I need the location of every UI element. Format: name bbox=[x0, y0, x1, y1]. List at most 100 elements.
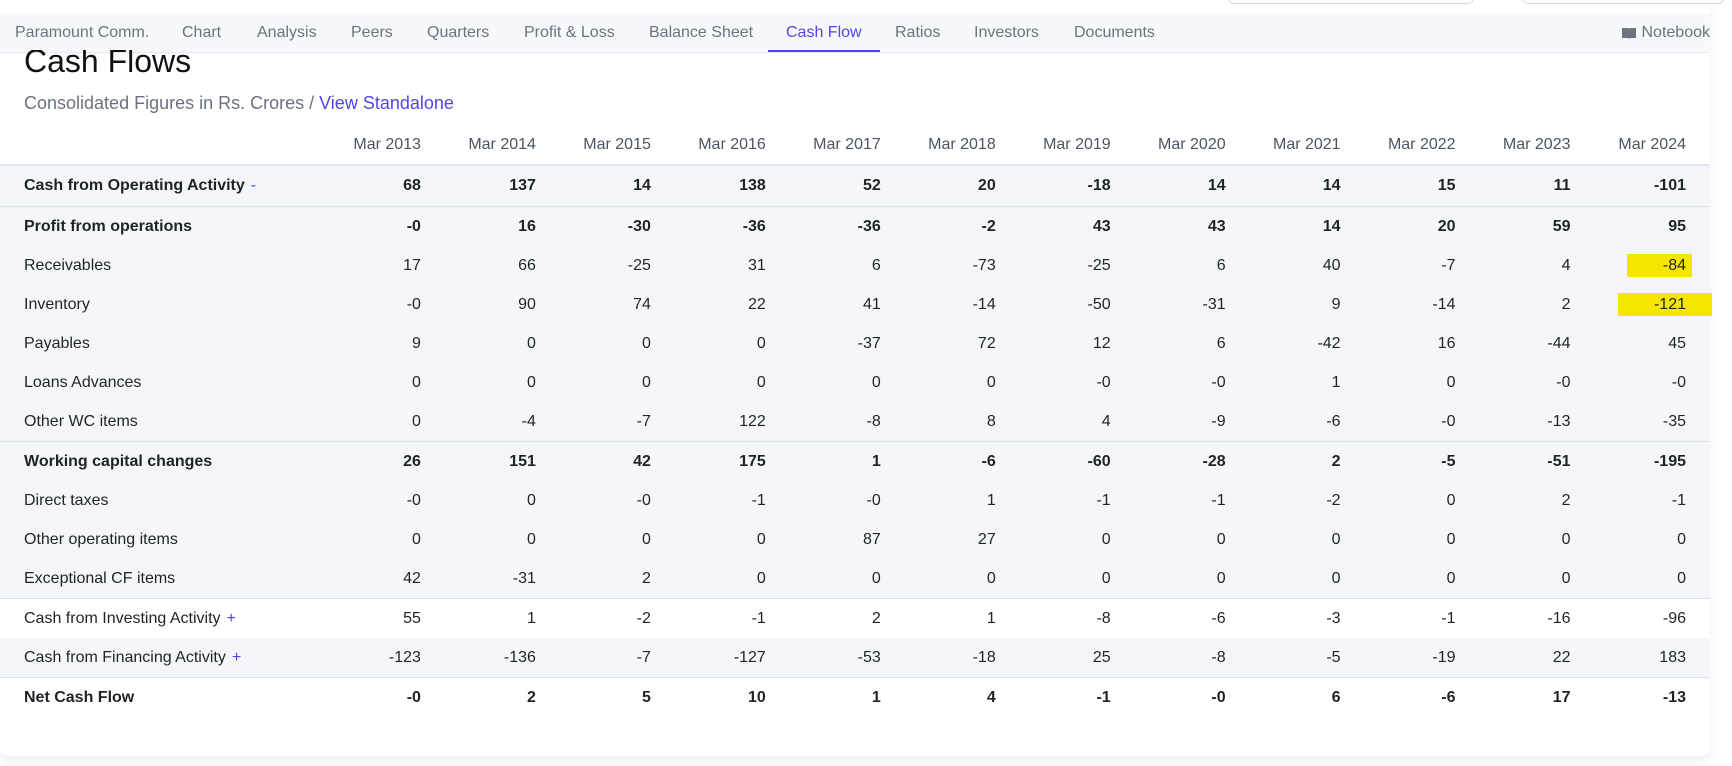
cell-value: 16 bbox=[1437, 334, 1456, 352]
table-cell: 9 bbox=[1249, 285, 1365, 324]
year-header: Mar 2019 bbox=[1019, 126, 1135, 166]
cell-value: 1 bbox=[871, 689, 881, 706]
cell-value: 59 bbox=[1552, 217, 1571, 235]
table-cell: -2 bbox=[559, 598, 675, 638]
cell-value: 137 bbox=[509, 177, 536, 194]
table-cell: 0 bbox=[1364, 520, 1480, 559]
label-column-header bbox=[0, 126, 330, 166]
cell-value: -0 bbox=[406, 295, 421, 313]
table-cell: 16 bbox=[1364, 324, 1480, 363]
year-header: Mar 2017 bbox=[789, 126, 905, 166]
table-cell: 175 bbox=[674, 441, 790, 481]
table-cell: -51 bbox=[1479, 441, 1595, 481]
cell-value: -42 bbox=[1317, 334, 1341, 352]
tab-analysis[interactable]: Analysis bbox=[257, 24, 317, 41]
year-header: Mar 2018 bbox=[904, 126, 1020, 166]
table-cell: -5 bbox=[1364, 441, 1480, 481]
table-row: Other WC items 0 -4 -7 122 -8 8 4 -9 -6 -0 -13 -35 bbox=[0, 402, 1710, 442]
tab-profit-loss[interactable]: Profit & Loss bbox=[524, 24, 615, 41]
cell-value: -195 bbox=[1653, 452, 1686, 470]
table-cell: 14 bbox=[559, 165, 675, 207]
table-cell: 0 bbox=[789, 363, 905, 402]
table-cell: 42 bbox=[330, 559, 445, 599]
cell-value: 9 bbox=[412, 334, 421, 352]
table-row: Working capital changes 26 151 42 175 1 -6 -60 -… bbox=[0, 441, 1710, 481]
cell-value: 1 bbox=[986, 491, 996, 509]
table-cell: 0 bbox=[789, 559, 905, 599]
tab-investors[interactable]: Investors bbox=[974, 24, 1039, 41]
cell-value: 0 bbox=[1677, 569, 1686, 587]
cell-value: 0 bbox=[527, 491, 536, 509]
cell-value: -31 bbox=[1202, 295, 1226, 313]
row-label-text: Cash from Financing Activity bbox=[24, 648, 226, 666]
expand-toggle[interactable]: + bbox=[226, 609, 236, 627]
table-cell: -13 bbox=[1594, 677, 1710, 718]
tab-company[interactable]: Paramount Comm. bbox=[15, 24, 150, 41]
table-cell: 0 bbox=[1364, 363, 1480, 402]
table-cell: -1 bbox=[1134, 481, 1250, 520]
table-cell: -1 bbox=[1019, 481, 1135, 520]
cell-value: -0 bbox=[1096, 373, 1111, 391]
table-cell: -3 bbox=[1249, 598, 1365, 638]
tab-quarters[interactable]: Quarters bbox=[427, 24, 490, 41]
tab-cash-flow[interactable]: Cash Flow bbox=[768, 14, 880, 52]
row-label-text: Working capital changes bbox=[24, 452, 213, 470]
table-cell: 14 bbox=[1249, 206, 1365, 246]
table-row: Net Cash Flow -0 2 5 10 1 4 -1 -0 6 -6 17 -13 bbox=[0, 677, 1710, 718]
row-label: Exceptional CF items bbox=[0, 559, 330, 599]
view-standalone-link[interactable]: View Standalone bbox=[319, 93, 454, 113]
cell-value: 43 bbox=[1092, 217, 1111, 235]
table-cell: -60 bbox=[1019, 441, 1135, 481]
table-cell: 87 bbox=[789, 520, 905, 559]
table-cell: -36 bbox=[789, 206, 905, 246]
cell-value: 2 bbox=[527, 689, 536, 706]
cell-value: -5 bbox=[1326, 648, 1341, 666]
cell-value: -18 bbox=[1087, 177, 1111, 194]
tab-chart[interactable]: Chart bbox=[182, 24, 222, 41]
cell-value: 1 bbox=[871, 452, 881, 470]
table-cell: -31 bbox=[444, 559, 560, 599]
cell-value: 0 bbox=[412, 530, 421, 548]
tab-balance-sheet[interactable]: Balance Sheet bbox=[649, 24, 754, 41]
table-cell: 2 bbox=[1479, 285, 1595, 324]
table-cell: 5 bbox=[559, 677, 675, 718]
table-cell: 0 bbox=[330, 520, 445, 559]
table-row[interactable]: Cash from Operating Activity - 68 137 14 138 5… bbox=[0, 165, 1710, 207]
table-cell: 0 bbox=[674, 520, 790, 559]
table-cell: 15 bbox=[1364, 165, 1480, 207]
cell-value: 0 bbox=[1216, 569, 1226, 587]
year-header: Mar 2023 bbox=[1479, 126, 1595, 166]
year-header: Mar 2016 bbox=[674, 126, 790, 166]
table-cell: 0 bbox=[674, 363, 790, 402]
row-label: Loans Advances bbox=[0, 363, 330, 402]
collapse-toggle[interactable]: - bbox=[250, 177, 257, 194]
cell-value: -1 bbox=[1096, 689, 1111, 706]
table-cell: -73 bbox=[904, 246, 1020, 285]
table-cell: 11 bbox=[1479, 165, 1595, 207]
table-row[interactable]: Cash from Financing Activity + -123 -136 -7 -… bbox=[0, 638, 1710, 678]
cell-value: 52 bbox=[862, 177, 881, 194]
cell-value: 14 bbox=[1322, 217, 1341, 235]
tab-documents[interactable]: Documents bbox=[1074, 24, 1155, 41]
cell-value: -8 bbox=[1211, 648, 1226, 666]
notebook-button[interactable]: Notebook bbox=[1621, 14, 1710, 52]
table-cell: -0 bbox=[330, 206, 445, 246]
cell-value: 0 bbox=[527, 334, 536, 352]
cell-value: 66 bbox=[518, 256, 536, 274]
tab-peers[interactable]: Peers bbox=[351, 24, 393, 41]
highlighted-value: -121 bbox=[1617, 292, 1712, 316]
cell-value: 0 bbox=[871, 569, 881, 587]
table-cell: 122 bbox=[674, 402, 790, 442]
table-cell: 66 bbox=[444, 246, 560, 285]
row-label-text: Exceptional CF items bbox=[24, 569, 176, 587]
tab-ratios[interactable]: Ratios bbox=[895, 24, 941, 41]
table-row[interactable]: Cash from Investing Activity +55 1 -2 -1 2 1 -8… bbox=[0, 598, 1710, 638]
table-cell: -53 bbox=[789, 638, 905, 678]
expand-toggle[interactable]: + bbox=[231, 648, 242, 666]
table-cell: 6 bbox=[1249, 677, 1365, 718]
cell-value: 42 bbox=[403, 569, 421, 587]
cell-value: 20 bbox=[977, 177, 996, 194]
row-label: Other operating items bbox=[0, 520, 330, 559]
table-cell: 0 bbox=[1594, 520, 1710, 559]
cell-value: 5 bbox=[641, 689, 651, 706]
